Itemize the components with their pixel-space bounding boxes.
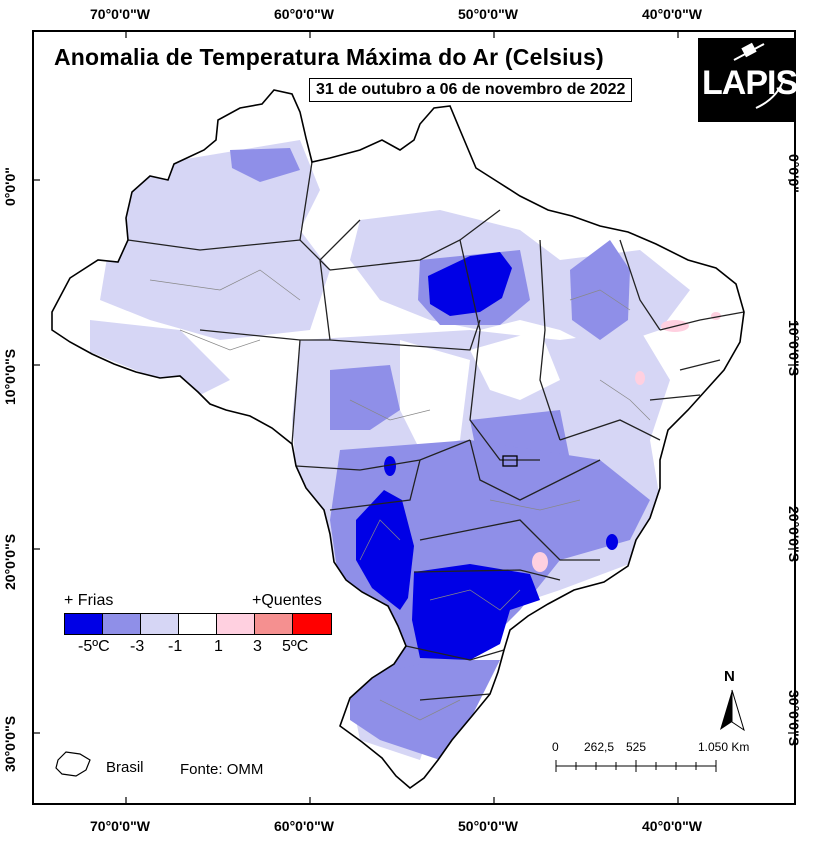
graticule-ticks (32, 30, 796, 805)
satellite-icon (733, 42, 785, 109)
scale-label: 262,5 (584, 740, 615, 754)
north-arrow-icon (720, 689, 745, 732)
lon-label-bottom-40w: 40°0'0"W (642, 818, 702, 834)
legend-swatch (217, 614, 255, 634)
lon-label-top-40w: 40°0'0"W (642, 6, 702, 22)
lon-label-top-70w: 70°0'0"W (90, 6, 150, 22)
scale-bar (555, 760, 717, 772)
scale-label: 1.050 Km (698, 740, 750, 754)
legend-swatch (293, 614, 331, 634)
north-label: N (724, 668, 735, 685)
legend-tick: -3 (130, 638, 145, 655)
map-title: Anomalia de Temperatura Máxima do Ar (Ce… (54, 44, 604, 70)
lon-label-top-60w: 60°0'0"W (274, 6, 334, 22)
scale-label: 525 (626, 740, 647, 754)
logo-text: LAPIS (702, 64, 798, 102)
anomaly-fill (90, 140, 721, 760)
lon-label-bottom-60w: 60°0'0"W (274, 818, 334, 834)
legend-tick: 5ºC (282, 638, 309, 655)
legend-swatch (103, 614, 141, 634)
inset-label: Brasil (106, 759, 144, 776)
source-label: Fonte: OMM (180, 761, 264, 778)
region-lines (149, 269, 651, 721)
lon-label-top-50w: 50°0'0"W (458, 6, 518, 22)
legend-hot-label: +Quentes (252, 592, 322, 609)
legend-swatch (179, 614, 217, 634)
state-borders (127, 161, 745, 701)
lon-label-bottom-70w: 70°0'0"W (90, 818, 150, 834)
legend-swatch (65, 614, 103, 634)
brasil-inset-shape (55, 751, 91, 777)
legend-swatch (255, 614, 293, 634)
lapis-logo: LAPIS (698, 38, 798, 122)
legend-color-bar (64, 613, 332, 635)
date-range: 31 de outubro a 06 de novembro de 2022 (309, 78, 633, 102)
brazil-outline (51, 89, 745, 790)
legend-tick: -1 (168, 638, 183, 655)
legend-cold-label: + Frias (64, 592, 114, 609)
legend-tick: -5ºC (78, 638, 110, 655)
legend-tick: 3 (253, 638, 262, 655)
legend-tick: 1 (214, 638, 223, 655)
legend-swatch (141, 614, 179, 634)
lon-label-bottom-50w: 50°0'0"W (458, 818, 518, 834)
scale-label: 0 (552, 740, 559, 754)
